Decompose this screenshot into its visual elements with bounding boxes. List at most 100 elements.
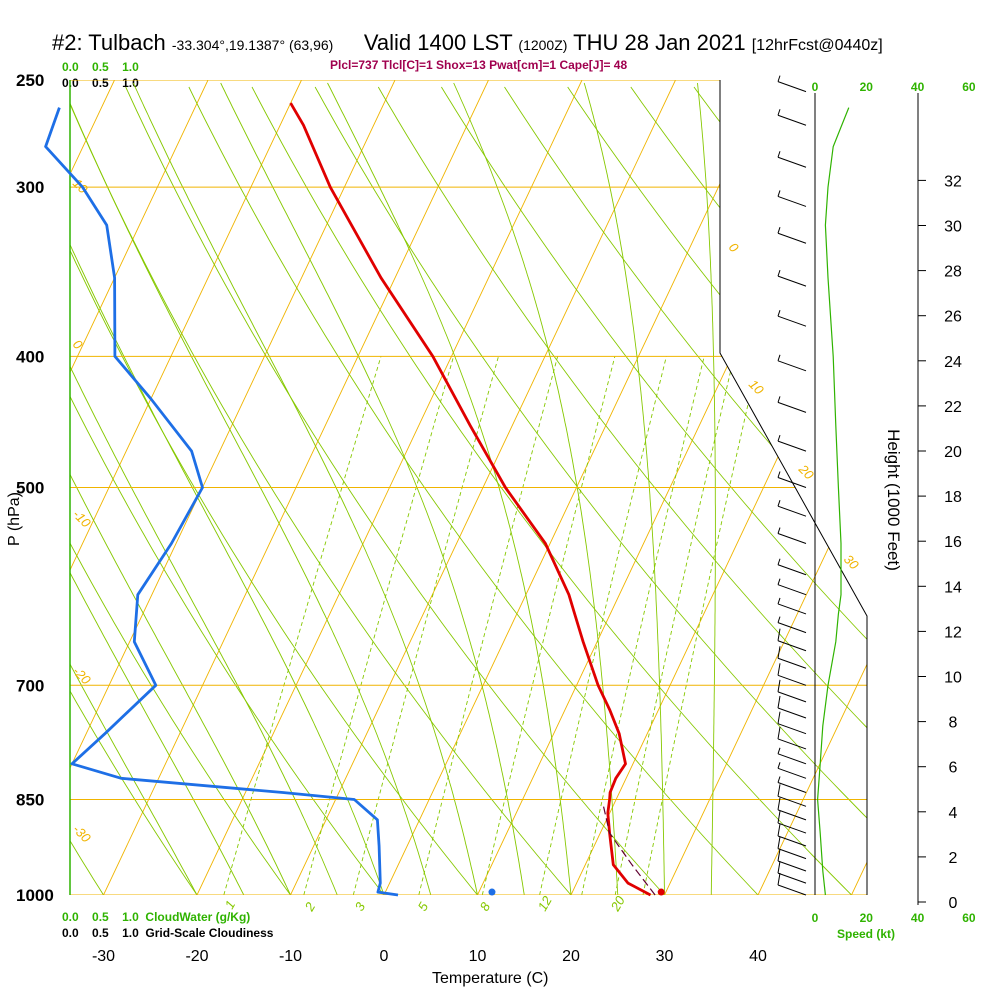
wind-barb-staff xyxy=(777,533,807,545)
height-tick-label: 8 xyxy=(949,715,958,732)
isotherm-line xyxy=(851,80,867,895)
valid-time: Valid 1400 LST xyxy=(363,30,513,55)
wind-barb-staff xyxy=(777,767,807,779)
speed-tick-bottom: 40 xyxy=(911,911,925,925)
wind-barb-staff xyxy=(777,81,807,93)
mixing-ratio-line xyxy=(303,356,455,895)
wind-barb xyxy=(777,434,807,452)
wind-barb-flag xyxy=(777,75,781,82)
moist-adiabat xyxy=(70,114,291,895)
pressure-tick-label: 700 xyxy=(16,676,44,695)
pressure-tick-label: 850 xyxy=(16,790,44,809)
wind-barb xyxy=(777,711,807,735)
wind-barb-staff xyxy=(777,753,807,765)
wind-barb-staff xyxy=(777,723,807,735)
dry-adiabat xyxy=(70,86,478,895)
wind-barb-flag xyxy=(777,558,781,565)
mixing-ratio-line xyxy=(418,356,559,895)
mixing-ratio-label: 8 xyxy=(477,899,494,913)
wind-barb-flag xyxy=(777,848,781,862)
cloudiness-label: Grid-Scale Cloudiness xyxy=(145,926,274,940)
parcel-line xyxy=(602,806,656,896)
mixing-ratio-label: 12 xyxy=(535,893,556,914)
height-tick-label: 16 xyxy=(944,534,962,551)
temperature-tick-label: 10 xyxy=(469,948,487,965)
moist-adiabat xyxy=(70,210,198,895)
wind-barb-flag xyxy=(777,695,781,709)
wind-barb xyxy=(777,762,807,779)
dry-adiabat xyxy=(188,86,759,895)
moist-adiabat xyxy=(697,82,716,895)
wind-barb-staff xyxy=(777,691,807,703)
mixing-ratio-line xyxy=(642,356,760,895)
speed-tick-bottom: 20 xyxy=(860,911,874,925)
wind-barb-flag xyxy=(777,823,781,837)
plot-boundary xyxy=(719,80,868,895)
height-tick-label: 22 xyxy=(944,399,962,416)
wind-barb-staff xyxy=(777,360,807,372)
height-tick-label: 2 xyxy=(949,850,958,867)
wind-barb xyxy=(777,227,807,244)
wind-barb-staff xyxy=(777,275,807,287)
wind-barb xyxy=(777,646,807,669)
isotherm-label: -20 xyxy=(70,664,94,688)
wind-barb xyxy=(777,663,807,686)
wind-barb xyxy=(777,861,807,884)
plot-area xyxy=(70,80,867,895)
isotherm-label: 10 xyxy=(746,377,767,398)
wind-barb-staff xyxy=(777,195,807,207)
wind-barb-flag xyxy=(777,711,781,724)
wind-barb-staff xyxy=(777,114,807,126)
speed-tick-top: 40 xyxy=(911,80,925,94)
height-tick-label: 18 xyxy=(944,489,962,506)
dry-adiabat xyxy=(251,86,852,895)
wind-barb xyxy=(777,836,807,860)
wind-barb-flag xyxy=(777,151,781,158)
moist-adiabat xyxy=(132,82,478,895)
wind-barb-flag xyxy=(777,578,781,585)
height-tick-label: 6 xyxy=(949,760,958,777)
cloudiness-scale-bottom: 0.0 0.5 1.0 Grid-Scale Cloudiness xyxy=(62,926,274,940)
wind-barb xyxy=(777,616,807,634)
wind-barb-staff xyxy=(777,564,807,576)
wind-barb-flag xyxy=(777,747,781,754)
wind-barb xyxy=(777,109,807,126)
wind-barb xyxy=(777,151,807,168)
wind-barb-staff xyxy=(777,835,807,847)
wind-barb-staff xyxy=(777,401,807,413)
height-tick-label: 10 xyxy=(944,670,962,687)
wind-barb-staff xyxy=(777,884,807,896)
wind-barb-flag xyxy=(777,434,781,442)
moist-adiabat xyxy=(70,162,245,895)
pressure-tick-label: 400 xyxy=(16,347,44,366)
height-tick-label: 28 xyxy=(944,264,962,281)
temperature-tick-label: 20 xyxy=(562,948,580,965)
temperature-tick-label: -20 xyxy=(185,948,208,965)
wind-barb-flag xyxy=(777,396,781,403)
wind-barb-staff xyxy=(777,738,807,750)
wind-barb xyxy=(777,776,807,793)
temperature-tick-label: 30 xyxy=(656,948,674,965)
moist-adiabat xyxy=(220,82,525,895)
x-axis-label: Temperature (C) xyxy=(432,970,549,987)
wind-barb-staff xyxy=(777,809,807,821)
wind-barb-flag xyxy=(777,797,781,810)
wind-barb xyxy=(777,810,807,834)
wind-barb-staff xyxy=(777,232,807,244)
moist-adiabat xyxy=(70,82,432,895)
isotherm-label: 20 xyxy=(795,461,817,483)
wind-barb-flag xyxy=(777,354,781,361)
dry-adiabat xyxy=(70,86,385,895)
wind-barb-flag xyxy=(777,726,781,740)
pressure-tick-label: 300 xyxy=(16,178,44,197)
dry-adiabat xyxy=(377,86,867,895)
temperature-tick-label: -30 xyxy=(92,948,115,965)
wind-barb-flag xyxy=(777,597,781,605)
wind-barb xyxy=(777,75,807,93)
moist-adiabat xyxy=(70,82,385,895)
wind-barb-staff xyxy=(777,477,807,488)
forecast-run: [12hrFcst@0440z] xyxy=(751,37,883,54)
height-tick-label: 26 xyxy=(944,309,962,326)
wind-barb-flag xyxy=(777,776,781,783)
